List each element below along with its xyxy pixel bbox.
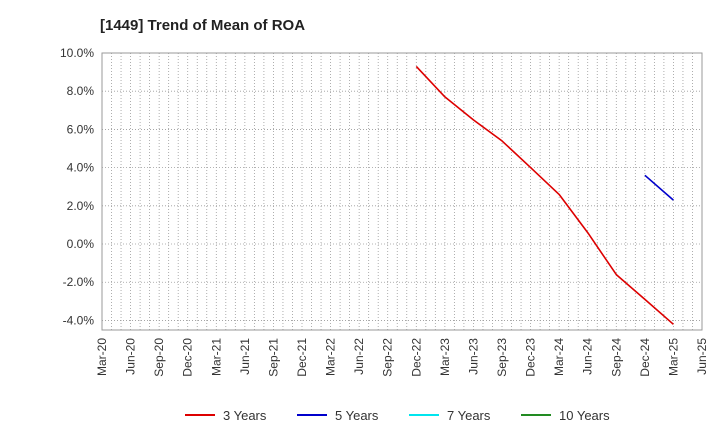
- chart-title: [1449] Trend of Mean of ROA: [100, 17, 305, 34]
- x-tick-label: Mar-25: [666, 338, 680, 376]
- x-tick-label: Jun-23: [466, 338, 480, 375]
- x-tick-label: Jun-22: [352, 338, 366, 375]
- x-tick-label: Dec-23: [524, 338, 538, 377]
- x-tick-label: Sep-20: [152, 338, 166, 377]
- y-tick-label: 2.0%: [67, 199, 95, 213]
- series-line-5-years: [644, 174, 674, 201]
- legend: 3 Years 5 Years 7 Years 10 Years: [185, 408, 610, 423]
- legend-label-5-years: 5 Years: [335, 408, 379, 423]
- y-tick-label: 4.0%: [67, 161, 95, 175]
- x-tick-label: Mar-24: [552, 338, 566, 376]
- x-tick-label: Dec-21: [295, 338, 309, 377]
- x-tick-label: Mar-22: [324, 338, 338, 376]
- x-tick-label: Dec-20: [181, 338, 195, 377]
- x-tick-label: Jun-24: [581, 338, 595, 375]
- plot-border: [101, 52, 703, 331]
- y-tick-label: 10.0%: [60, 46, 94, 60]
- legend-label-3-years: 3 Years: [223, 408, 267, 423]
- x-tick-label: Sep-23: [495, 338, 509, 377]
- x-tick-label: Mar-20: [95, 338, 109, 376]
- y-tick-label: -2.0%: [63, 275, 95, 289]
- y-tick-label: 6.0%: [67, 122, 95, 136]
- axes: 10.0%8.0%6.0%4.0%2.0%0.0%-2.0%-4.0%Mar-2…: [60, 46, 709, 377]
- x-tick-label: Mar-23: [438, 338, 452, 376]
- x-tick-label: Sep-22: [381, 338, 395, 377]
- y-tick-label: -4.0%: [63, 313, 95, 327]
- x-tick-label: Jun-25: [695, 338, 709, 375]
- x-tick-label: Dec-22: [409, 338, 423, 377]
- y-tick-label: 0.0%: [67, 237, 95, 251]
- series-line-3-years: [415, 65, 674, 325]
- grid: [101, 52, 703, 331]
- x-tick-label: Jun-20: [124, 338, 138, 375]
- x-tick-label: Sep-24: [609, 338, 623, 377]
- y-tick-label: 8.0%: [67, 84, 95, 98]
- legend-label-10-years: 10 Years: [559, 408, 610, 423]
- x-tick-label: Dec-24: [638, 338, 652, 377]
- x-tick-label: Sep-21: [266, 338, 280, 377]
- x-tick-label: Mar-21: [209, 338, 223, 376]
- legend-label-7-years: 7 Years: [447, 408, 491, 423]
- x-tick-label: Jun-21: [238, 338, 252, 375]
- series-lines: [415, 65, 674, 325]
